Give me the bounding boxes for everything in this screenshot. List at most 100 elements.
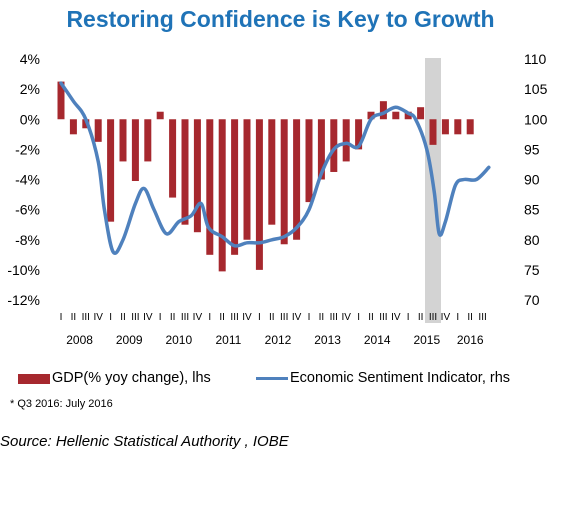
right-axis-tick-label: 85 [524, 202, 540, 218]
gdp-bar [107, 119, 115, 222]
gdp-bar [144, 119, 152, 162]
source-note: Source: Hellenic Statistical Authority ,… [0, 433, 289, 450]
year-tick-labels: 2008 2009 2010 2011 2012 2013 2014 2015 2016 [66, 333, 484, 347]
left-axis-tick-label: -6% [15, 202, 40, 218]
gdp-bar [94, 119, 102, 142]
esi-line [59, 81, 491, 255]
right-axis-tick-label: 95 [524, 141, 540, 157]
gdp-bar [119, 119, 127, 162]
gdp-bar [193, 119, 201, 233]
quarter-tick-label: I [407, 312, 410, 323]
legend-gdp-swatch [18, 374, 50, 384]
quarter-tick-label: III [82, 312, 90, 323]
left-axis-tick-label: -2% [15, 141, 40, 157]
quarter-tick-label: IV [391, 312, 401, 323]
gdp-bar [429, 119, 437, 145]
quarter-tick-label: II [418, 312, 424, 323]
right-axis-tick-label: 100 [524, 111, 548, 127]
gdp-bar [181, 119, 189, 225]
year-tick-label: 2011 [215, 333, 241, 347]
gdp-bar [367, 111, 375, 120]
gdp-bar [206, 119, 214, 255]
gdp-bar [466, 119, 474, 135]
left-axis-tick-label: -12% [7, 292, 40, 308]
quarter-tick-label: II [319, 312, 325, 323]
gdp-bar [218, 119, 226, 272]
quarter-tick-label: I [258, 312, 261, 323]
right-axis-tick-label: 110 [524, 51, 547, 67]
quarter-tick-label: I [159, 312, 162, 323]
gdp-bar [57, 81, 65, 120]
quarter-tick-label: I [60, 312, 63, 323]
gdp-bar [243, 119, 251, 240]
quarter-tick-label: I [208, 312, 211, 323]
gdp-bar [355, 119, 363, 150]
quarter-tick-label: IV [93, 312, 103, 323]
quarter-tick-label: III [230, 312, 238, 323]
right-axis-tick-label: 105 [524, 81, 548, 97]
gdp-bar [305, 119, 313, 203]
right-axis-tick-labels: 110 105 100 95 90 85 80 75 70 [524, 51, 548, 308]
right-axis-tick-label: 70 [524, 292, 540, 308]
quarter-tick-label: IV [193, 312, 203, 323]
esi-line-layer [59, 81, 491, 255]
quarter-tick-label: III [131, 312, 139, 323]
gdp-bar [379, 101, 387, 120]
year-tick-label: 2008 [66, 333, 93, 347]
year-tick-label: 2010 [165, 333, 192, 347]
quarter-tick-label: II [219, 312, 225, 323]
legend-gdp-label: GDP(% yoy change), lhs [52, 370, 211, 386]
gdp-bar [342, 119, 350, 162]
left-axis-tick-label: 0% [20, 111, 40, 127]
quarter-tick-label: III [330, 312, 338, 323]
left-axis-tick-label: 4% [20, 51, 40, 67]
quarter-tick-label: III [280, 312, 288, 323]
year-tick-label: 2013 [314, 333, 341, 347]
left-axis-tick-label: -4% [15, 172, 40, 188]
gdp-bar [404, 111, 412, 120]
year-tick-label: 2014 [364, 333, 391, 347]
quarter-tick-label: II [170, 312, 176, 323]
year-tick-label: 2012 [265, 333, 292, 347]
quarter-tick-label: IV [341, 312, 351, 323]
quarter-tick-labels: I II III IV I II III IV I II III IV I II III IV I II III IV… [60, 312, 487, 323]
quarter-tick-label: IV [242, 312, 252, 323]
quarter-tick-label: III [379, 312, 387, 323]
quarter-tick-label: IV [292, 312, 302, 323]
legend-esi-label: Economic Sentiment Indicator, rhs [290, 370, 511, 386]
gdp-bar [131, 119, 139, 182]
gdp-bar [417, 107, 425, 120]
left-axis-tick-label: 2% [20, 81, 40, 97]
gdp-bar [156, 111, 164, 120]
quarter-tick-label: IV [441, 312, 451, 323]
gdp-bar [231, 119, 239, 255]
quarter-tick-label: II [467, 312, 473, 323]
right-axis-tick-label: 90 [524, 172, 540, 188]
gdp-bar [392, 111, 400, 120]
gdp-bar [268, 119, 276, 225]
quarter-tick-label: IV [143, 312, 153, 323]
quarter-tick-label: I [308, 312, 311, 323]
right-axis-tick-label: 80 [524, 232, 540, 248]
quarter-tick-label: II [269, 312, 275, 323]
gdp-bar [255, 119, 263, 270]
gdp-bars [57, 81, 474, 272]
year-tick-label: 2009 [116, 333, 143, 347]
gdp-bar [69, 119, 77, 135]
quarter-tick-label: I [109, 312, 112, 323]
left-axis-tick-label: -8% [15, 232, 40, 248]
gdp-bar [169, 119, 177, 198]
gdp-bar [317, 119, 325, 180]
quarter-tick-label: I [456, 312, 459, 323]
year-tick-label: 2016 [457, 333, 484, 347]
quarter-tick-label: II [120, 312, 126, 323]
quarter-tick-label: III [429, 312, 437, 323]
gdp-bar [330, 119, 338, 172]
quarter-tick-label: II [368, 312, 374, 323]
quarter-tick-label: II [71, 312, 77, 323]
gdp-bar [280, 119, 288, 245]
footnote: * Q3 2016: July 2016 [10, 398, 113, 410]
gdp-bar [454, 119, 462, 135]
quarter-tick-label: III [181, 312, 189, 323]
